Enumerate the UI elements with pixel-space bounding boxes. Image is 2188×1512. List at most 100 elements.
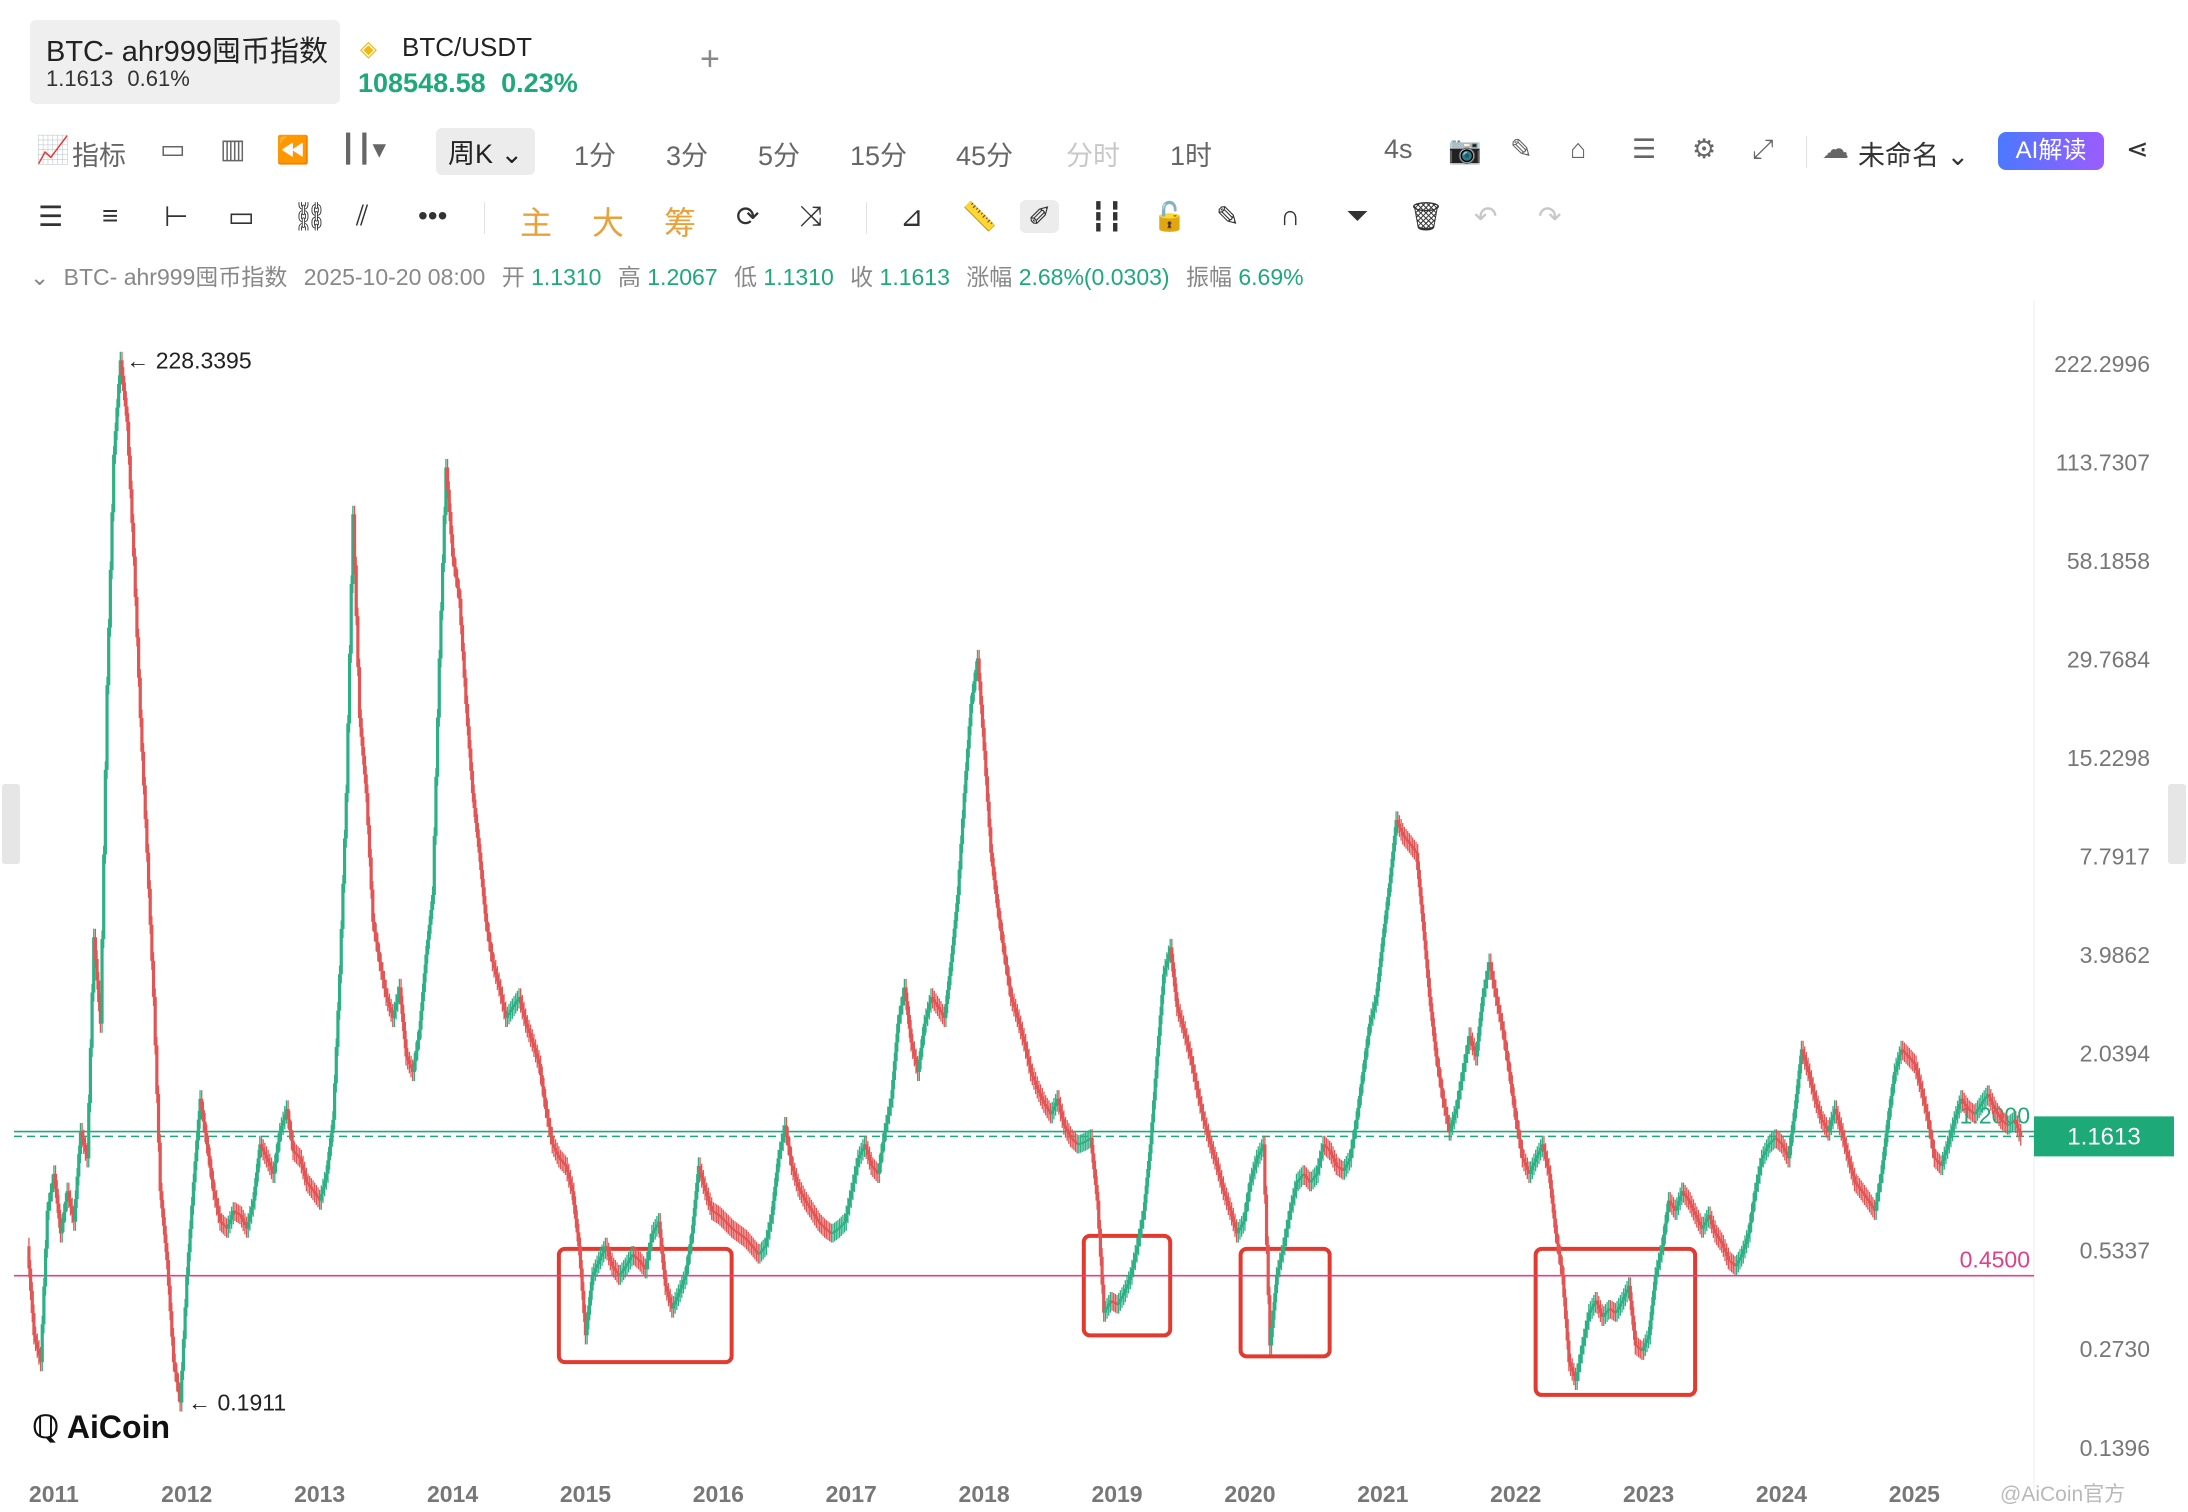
candle-body (1635, 1345, 1639, 1347)
comment-icon[interactable]: ⌂ (1570, 134, 1587, 164)
edit-note-icon[interactable]: ✎ (1216, 201, 1240, 232)
magnet-icon[interactable]: ∩ (1280, 200, 1301, 231)
candle-body (1085, 1139, 1089, 1142)
candle-body (1487, 962, 1491, 971)
candle-body (308, 1184, 312, 1187)
undo-icon[interactable]: ↶ (1474, 201, 1498, 232)
parallel-channel-icon[interactable]: ⫽ (356, 200, 369, 231)
period-45m[interactable]: 45分 (956, 141, 1014, 171)
candle-body (1962, 1101, 1966, 1104)
layout-icon[interactable]: ▥ (220, 134, 246, 164)
tab-btc-usdt[interactable]: ◈ BTC/USDT 108548.58 0.23% (358, 28, 638, 104)
candle-body (588, 1290, 593, 1306)
link-icon[interactable]: ⛓ (292, 201, 328, 232)
candle-body (1499, 1013, 1503, 1022)
candle-body (153, 996, 157, 1046)
candle-body (1050, 1110, 1054, 1115)
magnet-pen-icon[interactable]: ✐ (1020, 200, 1060, 233)
candle-body (2000, 1119, 2005, 1122)
indicator-button[interactable]: 指标 (72, 141, 126, 171)
period-1m[interactable]: 1分 (574, 141, 617, 171)
pencil-icon[interactable]: ✎ (1510, 134, 1533, 164)
candle-body (231, 1210, 235, 1216)
candle-body (298, 1156, 302, 1159)
trend-lines-icon[interactable]: ☰ (38, 201, 64, 232)
candle-body (1399, 827, 1403, 832)
period-timeshare[interactable]: 分时 (1066, 141, 1120, 171)
refresh-interval[interactable]: 4s (1384, 134, 1413, 164)
candle-body (1411, 846, 1415, 849)
candle-body (347, 653, 352, 724)
candle-body (1680, 1191, 1684, 1197)
x-tick-label: 2014 (427, 1481, 478, 1507)
ruler-icon[interactable]: 📏 (962, 201, 997, 232)
share-icon[interactable]: ⋖ (2126, 134, 2149, 164)
main-force-button[interactable]: 主 (520, 205, 553, 241)
right-panel-toggle[interactable] (2168, 784, 2186, 864)
horizontal-lines-icon[interactable]: ≡ (102, 200, 119, 231)
candle-body (195, 1140, 199, 1162)
crosshair-icon[interactable]: ⤨ (800, 200, 823, 231)
candle-body (146, 852, 151, 889)
candle-body (1459, 1081, 1463, 1091)
list-icon[interactable]: ☰ (1632, 134, 1657, 164)
candle-body (1838, 1120, 1842, 1126)
bars-icon[interactable]: ┇┇ (1090, 201, 1124, 232)
rectangle-icon[interactable]: ▭ (228, 201, 255, 232)
candle-body (1924, 1104, 1928, 1113)
period-weekly[interactable]: 周K ⌄ (436, 128, 536, 175)
candle-body (1759, 1158, 1764, 1167)
candle-body (627, 1260, 631, 1264)
period-1h[interactable]: 1时 (1170, 141, 1213, 171)
big-order-button[interactable]: 大 (592, 205, 625, 241)
redo-icon[interactable]: ↷ (1538, 201, 1562, 232)
candle-body (1294, 1182, 1299, 1190)
replay-icon[interactable]: ⏪ (276, 135, 310, 165)
candle-body (680, 1284, 684, 1289)
ai-interpret-button[interactable]: AI解读 (1998, 132, 2104, 170)
fullscreen-icon[interactable]: ⤢ (1752, 134, 1774, 164)
add-tab-button[interactable]: + (700, 40, 720, 78)
candle-body (1412, 848, 1416, 851)
period-5m[interactable]: 5分 (758, 141, 801, 171)
tag-icon[interactable]: ⊿ (900, 201, 924, 232)
sync-icon[interactable]: ⟳ (736, 201, 760, 232)
trash-icon[interactable]: 🗑 (1408, 201, 1444, 232)
left-panel-toggle[interactable] (2, 784, 20, 864)
candle-body (1730, 1261, 1734, 1264)
period-3m[interactable]: 3分 (666, 141, 709, 171)
candle-body (741, 1235, 745, 1238)
chip-button[interactable]: 筹 (664, 205, 697, 241)
candle-body (1756, 1174, 1760, 1183)
layout-name-select[interactable]: 未命名 ⌄ (1858, 141, 1970, 171)
candle-body (874, 1169, 878, 1172)
candle-body (1823, 1122, 1827, 1126)
candle-body (960, 818, 965, 845)
candle-body (648, 1242, 652, 1252)
candle-body (756, 1252, 760, 1255)
period-15m[interactable]: 15分 (850, 141, 908, 171)
candle-body (1436, 1056, 1440, 1068)
candle-body (1509, 1071, 1513, 1084)
candle-body (637, 1258, 641, 1261)
candle-body (1319, 1151, 1323, 1160)
camera-icon[interactable]: 📷 (1448, 135, 1482, 165)
collapse-icon[interactable]: ⌄ (30, 264, 50, 290)
candle-body (1834, 1108, 1838, 1115)
template-icon[interactable]: ▭ (160, 134, 186, 164)
candle-body (1959, 1098, 1963, 1105)
filter-icon[interactable]: ⏷ (1346, 200, 1369, 231)
horizontal-ray-icon[interactable]: ⊢ (164, 201, 189, 232)
tab-ahr999[interactable]: BTC- ahr999囤币指数 1.1613 0.61% (30, 20, 340, 104)
candle-body (560, 1160, 564, 1163)
candle-body (522, 1010, 526, 1017)
candle-body (842, 1221, 847, 1224)
candle-body (1965, 1106, 1970, 1109)
candle-body (651, 1230, 656, 1234)
candle-body (364, 774, 368, 794)
more-tools-icon[interactable]: ••• (418, 200, 448, 231)
settings-icon[interactable]: ⚙ (1692, 134, 1717, 164)
candle-type-icon[interactable]: ┃┃▾ (340, 134, 387, 164)
lock-icon[interactable]: 🔓 (1152, 201, 1187, 232)
